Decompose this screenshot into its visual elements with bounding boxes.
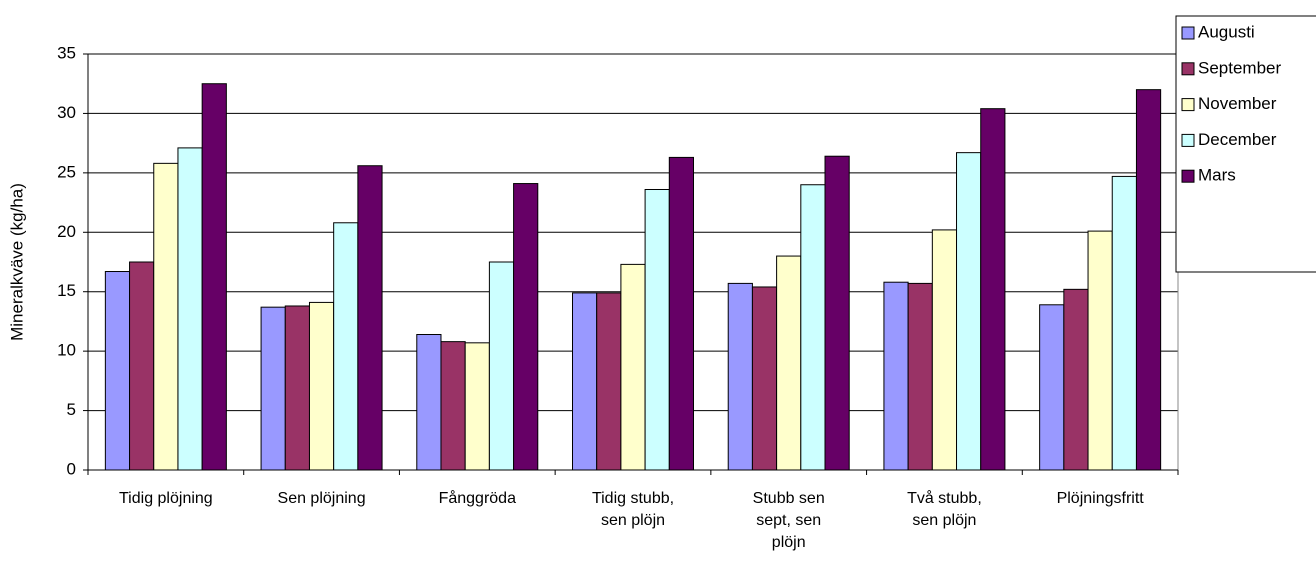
x-tick-label: Sen plöjning (277, 490, 366, 507)
x-tick-label: Plöjningsfritt (1056, 490, 1144, 507)
x-tick-label: Tidig stubb, sen plöjn (591, 490, 675, 529)
bar (488, 261, 515, 471)
bar (464, 342, 490, 471)
legend-label: November (1198, 94, 1277, 113)
y-axis-label: Mineralkväve (kg/ha) (7, 183, 26, 341)
bar (284, 305, 310, 471)
legend-swatch (1181, 133, 1195, 147)
legend-swatch (1181, 169, 1195, 183)
bar (153, 162, 179, 471)
bar (308, 301, 335, 471)
bar (1111, 175, 1137, 471)
legend-label: December (1198, 130, 1277, 149)
bar (1039, 304, 1065, 471)
x-tick-label: Stubb sen sept, sen plöjn (752, 490, 825, 551)
x-tick-label: Fånggröda (438, 490, 516, 507)
bar (572, 292, 598, 471)
y-tick-label: 5 (67, 400, 76, 419)
bar (440, 341, 466, 471)
bar (513, 183, 539, 471)
y-tick-label: 25 (57, 162, 76, 181)
y-tick-label: 0 (67, 459, 76, 478)
bar (620, 263, 646, 471)
bar (980, 108, 1006, 471)
legend-swatch (1181, 98, 1195, 112)
y-tick-label: 35 (57, 43, 76, 62)
bar (727, 282, 753, 471)
legend-label: Augusti (1198, 22, 1255, 41)
bar (956, 152, 982, 471)
bar (333, 222, 359, 471)
legend-box (1175, 15, 1316, 273)
bar (596, 292, 622, 471)
legend-swatch (1181, 62, 1195, 76)
legend-label: September (1198, 58, 1281, 77)
bar (1063, 288, 1089, 471)
bar (883, 281, 909, 471)
bar (751, 286, 778, 471)
bar (201, 83, 227, 471)
x-tick-label: Två stubb, sen plöjn (907, 490, 982, 529)
bar (824, 155, 850, 471)
bar (104, 271, 131, 471)
bar (416, 334, 442, 471)
bar (931, 229, 958, 471)
legend-swatch (1181, 26, 1195, 40)
bar (129, 261, 155, 471)
y-tick-label: 10 (57, 341, 76, 360)
bar (177, 147, 203, 471)
bar (1135, 89, 1162, 471)
bar (668, 156, 694, 471)
bar (907, 282, 933, 471)
legend-label: Mars (1198, 166, 1236, 185)
bar (776, 255, 802, 471)
bar (644, 188, 670, 471)
bar (357, 165, 383, 471)
x-tick-label: Tidig plöjning (119, 490, 213, 507)
y-tick-label: 20 (57, 222, 76, 241)
y-tick-label: 15 (57, 281, 76, 300)
y-tick-label: 30 (57, 103, 76, 122)
bar (800, 184, 826, 471)
bar (260, 306, 286, 471)
bar (1087, 230, 1113, 471)
